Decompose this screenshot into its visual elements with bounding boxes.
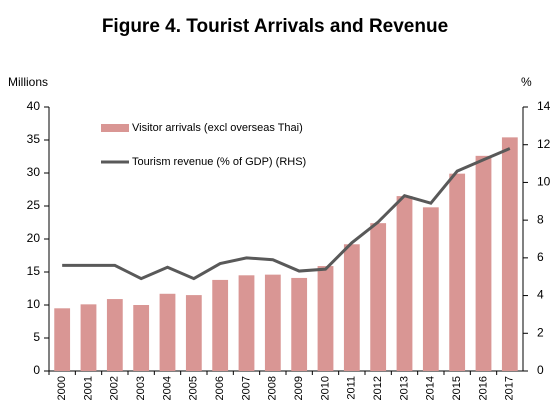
y2-tick-label: 8 [537, 212, 544, 226]
x-tick-label: 2002 [109, 376, 121, 400]
bar [185, 295, 202, 371]
bar [106, 299, 123, 371]
bar [475, 155, 492, 371]
bar [212, 279, 229, 371]
bar [159, 293, 176, 371]
y-tick-label: 5 [33, 330, 40, 344]
y2-tick-label: 10 [537, 175, 550, 189]
x-tick-label: 2014 [425, 376, 437, 400]
legend-label: Visitor arrivals (excl overseas Thai) [132, 122, 303, 134]
y-axis-label: Millions [8, 75, 48, 89]
x-tick-label: 2005 [188, 376, 200, 400]
bar [238, 275, 255, 371]
y2-tick-label: 14 [537, 99, 550, 113]
x-tick-label: 2001 [82, 376, 94, 400]
bar [291, 277, 308, 371]
y-tick-label: 40 [27, 99, 41, 113]
bar [343, 244, 360, 371]
bar [133, 305, 150, 371]
x-tick-label: 2016 [477, 376, 489, 400]
x-tick-label: 2015 [451, 376, 463, 400]
x-tick-label: 2017 [504, 376, 516, 400]
bar [449, 173, 466, 371]
y-tick-label: 0 [33, 363, 40, 377]
x-tick-label: 2004 [161, 376, 173, 400]
bar [80, 304, 97, 371]
x-tick-label: 2000 [56, 376, 68, 400]
x-tick-label: 2012 [372, 376, 384, 400]
legend-swatch [101, 124, 129, 132]
bar [317, 266, 334, 371]
bar [370, 223, 387, 371]
bar [422, 207, 439, 371]
y-tick-label: 15 [27, 264, 41, 278]
x-tick-label: 2011 [346, 376, 358, 400]
x-tick-label: 2007 [240, 376, 252, 400]
x-tick-label: 2006 [214, 376, 226, 400]
y2-tick-label: 12 [537, 137, 550, 151]
chart-title: Figure 4. Tourist Arrivals and Revenue [102, 16, 448, 37]
y2-tick-label: 4 [537, 288, 544, 302]
y-tick-label: 30 [27, 165, 41, 179]
x-tick-label: 2010 [319, 376, 331, 400]
y2-tick-label: 0 [537, 363, 544, 377]
y-tick-label: 20 [27, 231, 41, 245]
y2-tick-label: 2 [537, 325, 544, 339]
bar [54, 308, 71, 371]
y2-axis-label: % [521, 75, 532, 89]
x-tick-label: 2009 [293, 376, 305, 400]
line [62, 147, 511, 281]
bar [264, 274, 281, 371]
y-tick-label: 10 [27, 297, 41, 311]
x-tick-label: 2003 [135, 376, 147, 400]
y-tick-label: 25 [27, 198, 41, 212]
legend-label: Tourism revenue (% of GDP) (RHS) [132, 156, 306, 168]
y2-tick-label: 6 [537, 250, 544, 264]
x-tick-label: 2013 [398, 376, 410, 400]
y-tick-label: 35 [27, 132, 41, 146]
x-tick-label: 2008 [267, 376, 279, 400]
bar [501, 137, 518, 371]
bar [396, 196, 413, 371]
